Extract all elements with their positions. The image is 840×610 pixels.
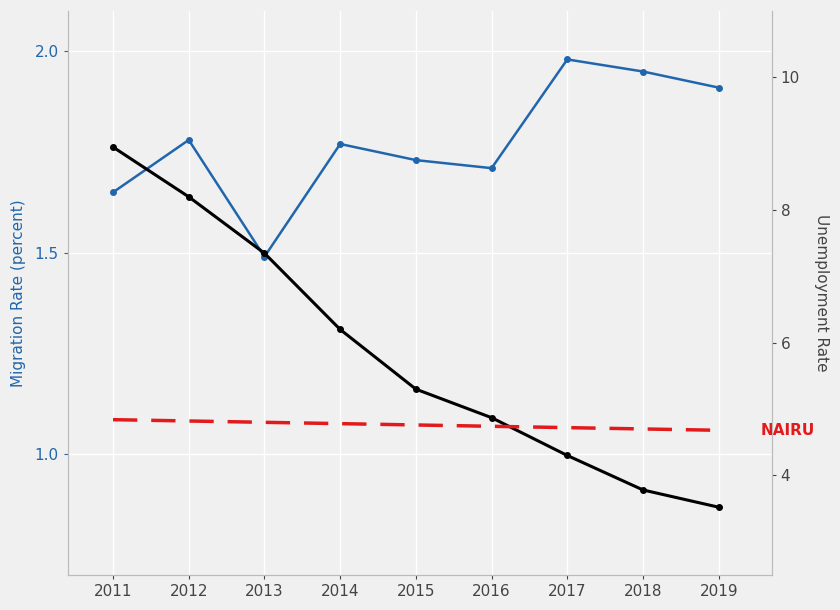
Y-axis label: Unemployment Rate: Unemployment Rate bbox=[814, 214, 829, 372]
Text: NAIRU: NAIRU bbox=[760, 423, 815, 438]
Y-axis label: Migration Rate (percent): Migration Rate (percent) bbox=[11, 199, 26, 387]
